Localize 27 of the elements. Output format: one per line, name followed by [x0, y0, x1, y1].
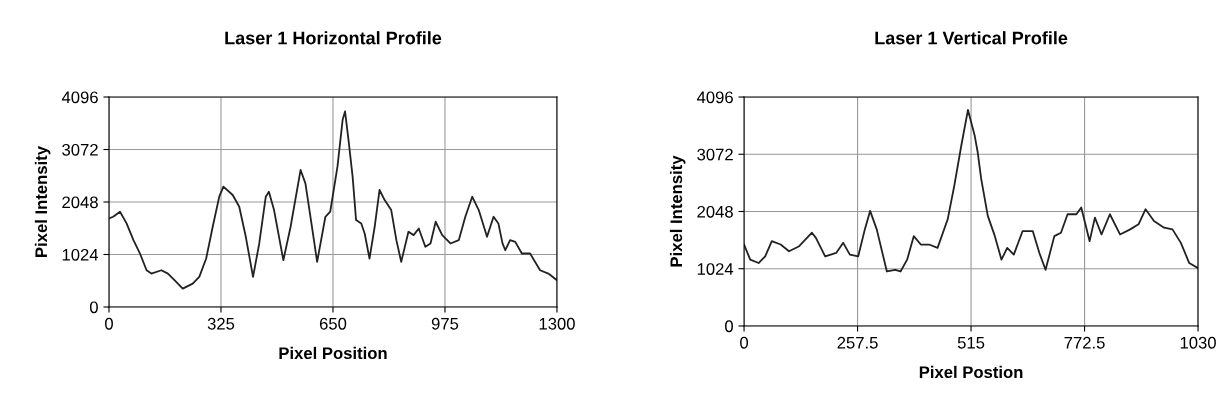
x-tick-label: 325 — [207, 317, 235, 330]
y-tick-label: 2048 — [697, 205, 733, 218]
x-tick-label: 1300 — [539, 317, 575, 330]
y-tick-label: 0 — [89, 301, 98, 314]
y-tick-label: 2048 — [62, 196, 98, 209]
chart-title: Laser 1 Horizontal Profile — [225, 31, 442, 45]
y-tick-label: 1024 — [697, 263, 734, 275]
x-tick-label: 0 — [740, 336, 749, 349]
x-tick-label: 515 — [957, 337, 985, 349]
x-tick-label: 257.5 — [837, 336, 878, 349]
x-axis-title: Pixel Position — [279, 346, 387, 360]
y-tick-label: 3072 — [62, 143, 98, 156]
y-tick-label: 4096 — [61, 91, 98, 104]
line-series — [108, 110, 557, 290]
line-series — [744, 109, 1199, 273]
x-tick-label: 650 — [319, 317, 347, 330]
x-tick-label: 1030 — [1180, 336, 1216, 349]
chart-title: Laser 1 Vertical Profile — [875, 31, 1068, 45]
y-axis-title: Pixel Intensity — [669, 155, 686, 267]
x-tick-label: 975 — [431, 317, 459, 330]
x-tick-label: 772.5 — [1064, 336, 1105, 349]
x-axis-title: Pixel Postion — [919, 365, 1023, 379]
y-axis-title: Pixel Intensity — [34, 146, 51, 257]
y-tick-label: 1024 — [62, 248, 99, 261]
y-tick-label: 3072 — [697, 148, 733, 161]
x-tick-label: 0 — [105, 317, 113, 330]
y-tick-label: 4096 — [696, 91, 733, 104]
